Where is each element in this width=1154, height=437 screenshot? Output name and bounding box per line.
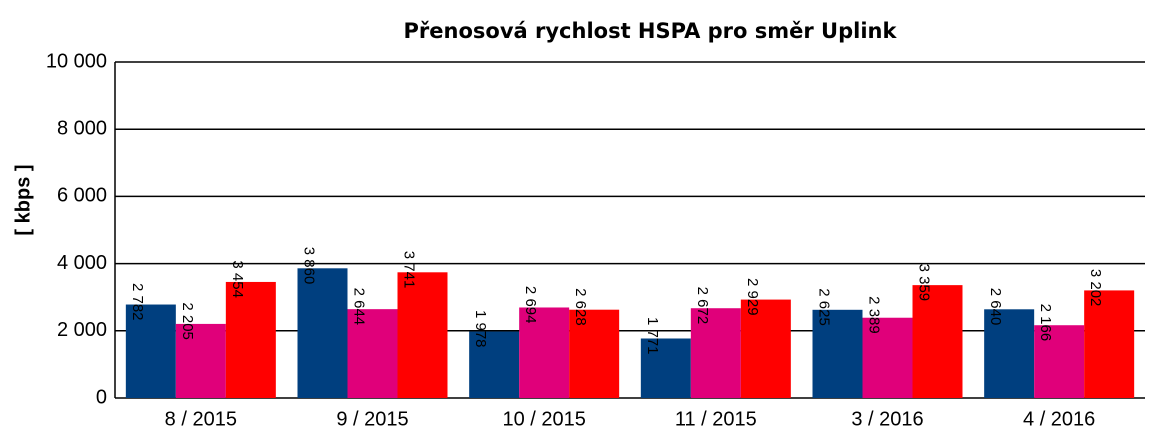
y-tick-label: 0 xyxy=(96,386,107,408)
bar xyxy=(690,308,741,398)
bar xyxy=(984,309,1035,398)
value-label: 2 929 xyxy=(744,278,761,316)
value-label: 1 771 xyxy=(644,317,661,355)
x-tick-label: 4 / 2016 xyxy=(1023,408,1095,430)
y-tick-label: 10 000 xyxy=(46,50,107,72)
y-axis-label: [ kbps ] xyxy=(12,164,34,235)
value-label: 2 628 xyxy=(572,288,589,326)
value-label: 3 860 xyxy=(301,247,318,285)
bar xyxy=(569,309,620,398)
value-label: 3 359 xyxy=(916,264,933,302)
value-label: 2 672 xyxy=(694,287,711,325)
value-label: 2 166 xyxy=(1037,304,1054,342)
bar xyxy=(225,281,276,398)
bar xyxy=(1084,290,1135,398)
chart-title: Přenosová rychlost HSPA pro směr Uplink xyxy=(404,19,898,43)
value-label: 2 644 xyxy=(351,288,368,326)
y-tick-label: 4 000 xyxy=(57,252,107,274)
bar xyxy=(297,268,348,398)
bar xyxy=(640,338,691,398)
value-label: 2 782 xyxy=(129,283,146,321)
bar xyxy=(125,304,176,398)
x-tick-label: 10 / 2015 xyxy=(502,408,585,430)
bar xyxy=(740,299,791,398)
value-label: 2 389 xyxy=(866,296,883,334)
value-label: 1 978 xyxy=(472,310,489,348)
value-label: 2 640 xyxy=(987,288,1004,326)
bar xyxy=(397,272,448,398)
bar xyxy=(347,309,398,398)
x-tick-label: 9 / 2015 xyxy=(336,408,408,430)
bar xyxy=(912,285,963,398)
value-label: 3 202 xyxy=(1087,269,1104,307)
value-label: 3 741 xyxy=(401,251,418,289)
y-tick-label: 2 000 xyxy=(57,319,107,341)
x-tick-label: 3 / 2016 xyxy=(851,408,923,430)
x-tick-label: 8 / 2015 xyxy=(165,408,237,430)
bar xyxy=(175,323,226,398)
bar xyxy=(1034,325,1085,398)
value-label: 2 205 xyxy=(179,302,196,340)
value-label: 2 625 xyxy=(816,288,833,326)
value-label: 3 454 xyxy=(229,260,246,298)
y-tick-label: 6 000 xyxy=(57,185,107,207)
bar xyxy=(812,309,863,398)
x-tick-label: 11 / 2015 xyxy=(675,408,757,430)
bar xyxy=(862,317,913,398)
bar xyxy=(519,307,570,398)
bar xyxy=(469,331,520,398)
value-label: 2 694 xyxy=(522,286,539,324)
y-tick-label: 8 000 xyxy=(57,117,107,139)
